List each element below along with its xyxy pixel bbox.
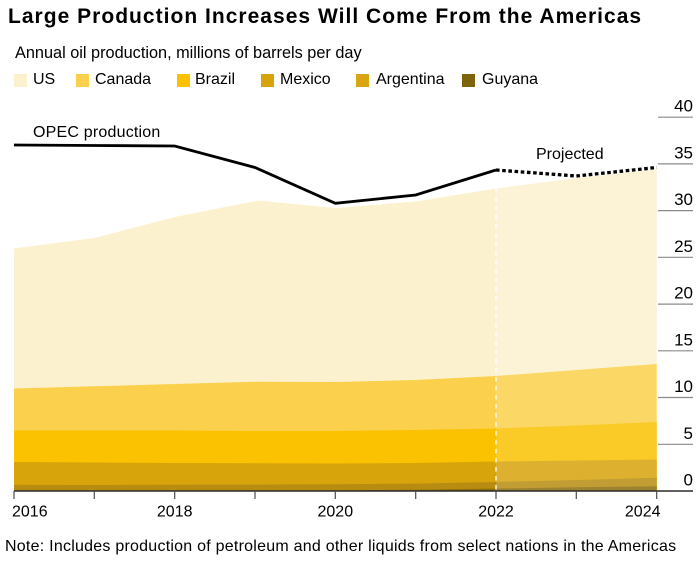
svg-text:0: 0 [684,471,693,490]
svg-text:Projected: Projected [536,146,604,163]
svg-text:2018: 2018 [157,504,193,521]
svg-text:2022: 2022 [478,504,514,521]
svg-text:2016: 2016 [12,504,48,521]
svg-text:15: 15 [674,330,693,349]
svg-text:40: 40 [674,97,693,116]
svg-text:25: 25 [674,237,693,256]
svg-text:OPEC production: OPEC production [33,124,161,141]
svg-text:2024: 2024 [625,504,661,521]
svg-text:35: 35 [674,143,693,162]
svg-text:10: 10 [674,377,693,396]
svg-text:2020: 2020 [318,504,354,521]
svg-text:20: 20 [674,284,693,303]
svg-text:5: 5 [684,424,693,443]
svg-text:30: 30 [674,190,693,209]
